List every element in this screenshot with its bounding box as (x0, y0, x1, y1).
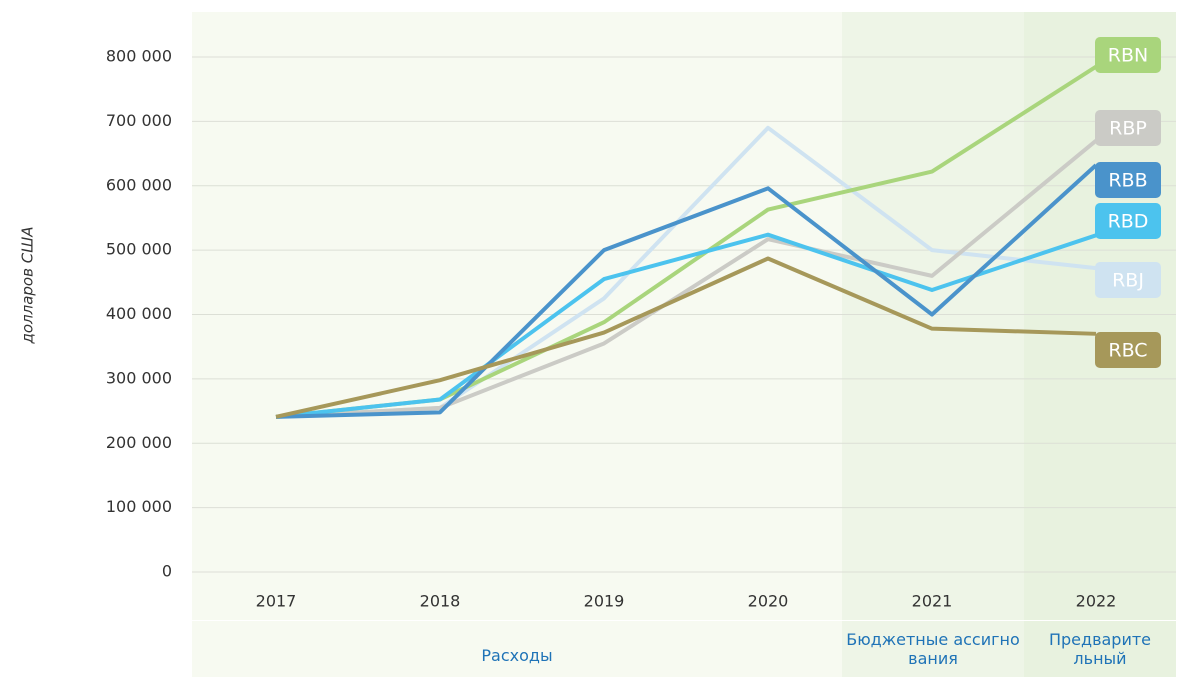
x-tick-label: 2019 (584, 592, 625, 611)
y-tick-label: 400 000 (106, 304, 172, 323)
y-tick-label: 0 (162, 562, 172, 581)
legend-box (1095, 332, 1161, 368)
series-line (275, 256, 1097, 419)
budget-bg (842, 12, 1024, 677)
y-tick-label: 200 000 (106, 433, 172, 452)
legend-box (1095, 162, 1161, 198)
y-tick-label: 800 000 (106, 47, 172, 66)
y-axis-label: долларов США (19, 227, 37, 345)
series-line (275, 232, 1097, 419)
y-tick-label: 100 000 (106, 497, 172, 516)
legend-box (1095, 37, 1161, 73)
section-label: Бюджетные ассигнования (846, 630, 1020, 668)
band-divider (192, 620, 1176, 621)
series-line (275, 163, 1098, 419)
legend-box (1095, 203, 1161, 239)
y-tick-label: 600 000 (106, 175, 172, 194)
legend-label: RBD (1108, 211, 1149, 233)
x-tick-label: 2018 (420, 592, 461, 611)
section-label: Расходы (481, 646, 553, 665)
x-tick-label: 2020 (748, 592, 789, 611)
legend-label: RBP (1109, 118, 1147, 140)
y-tick-label: 300 000 (106, 368, 172, 387)
x-tick-label: 2017 (256, 592, 297, 611)
legend-label: RBC (1108, 340, 1147, 362)
y-tick-label: 500 000 (106, 240, 172, 259)
legend-label: RBN (1108, 45, 1148, 67)
series-line (275, 139, 1098, 419)
legend-label: RBB (1108, 170, 1147, 192)
section-label: Предварительный (1048, 630, 1152, 668)
legend-box (1095, 110, 1161, 146)
legend-label: RBJ (1112, 270, 1144, 292)
x-tick-label: 2022 (1076, 592, 1117, 611)
y-tick-label: 700 000 (106, 111, 172, 130)
x-tick-label: 2021 (912, 592, 953, 611)
legend-box (1095, 262, 1161, 298)
